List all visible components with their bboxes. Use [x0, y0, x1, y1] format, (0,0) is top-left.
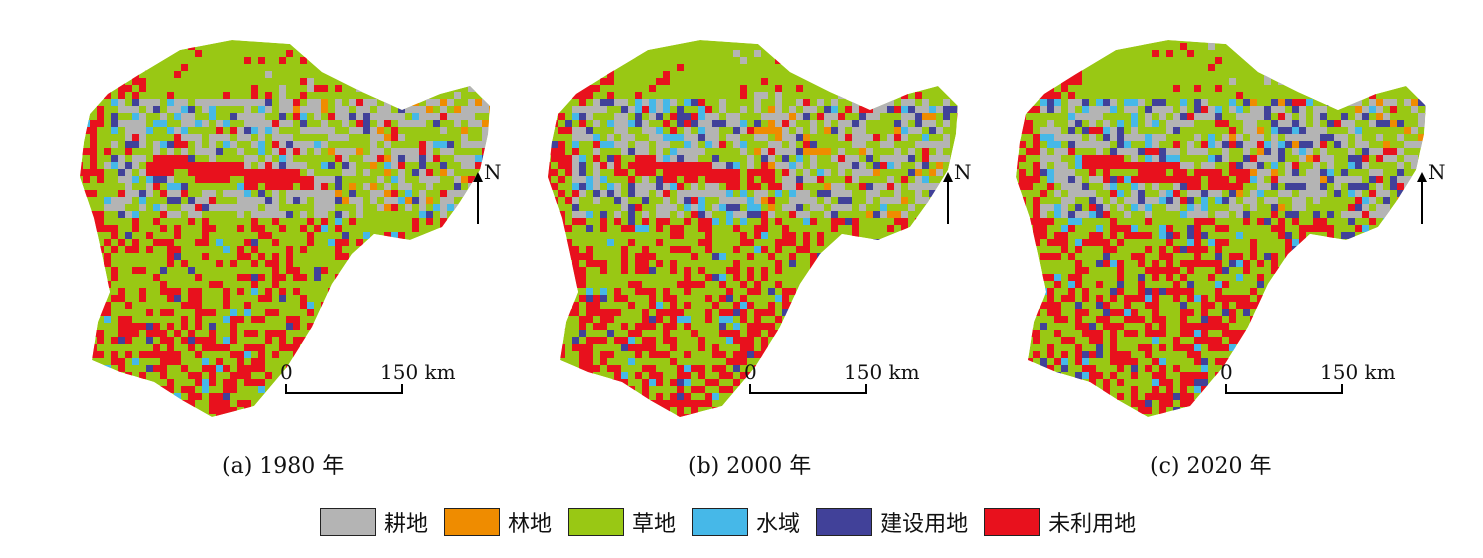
scale-end-label: 150 km: [844, 360, 920, 384]
land-use-map-2000: [548, 40, 958, 417]
legend-label: 耕地: [384, 512, 429, 537]
north-arrow: N: [1414, 160, 1454, 232]
legend-item-water: 水域: [692, 506, 800, 538]
legend-swatch: [984, 508, 1041, 536]
scale-end-label: 150 km: [1320, 360, 1396, 384]
scale-start-label: 0: [280, 360, 293, 384]
legend-swatch: [692, 508, 749, 536]
legend-item-cropland: 耕地: [320, 506, 428, 538]
north-label: N: [954, 160, 972, 184]
legend-item-grassland: 草地: [568, 506, 676, 538]
north-arrow-icon: [943, 172, 953, 224]
north-arrow: N: [470, 160, 510, 232]
legend-label: 建设用地: [880, 512, 969, 537]
legend-item-forest: 林地: [444, 506, 552, 538]
legend-label: 水域: [756, 512, 801, 537]
scale-start-label: 0: [744, 360, 757, 384]
scale-start-label: 0: [1220, 360, 1233, 384]
north-label: N: [484, 160, 502, 184]
map-panel-1980: N 0 150 km: [62, 22, 530, 427]
north-arrow: N: [940, 160, 980, 232]
legend-swatch: [320, 508, 376, 536]
map-panel-2020: N 0 150 km: [998, 22, 1466, 427]
scale-line: [285, 384, 403, 394]
scale-bar: 0 150 km: [744, 360, 934, 400]
north-label: N: [1428, 160, 1446, 184]
scale-line: [1225, 384, 1343, 394]
land-use-map-1980: [80, 40, 490, 417]
legend: 耕地 林地 草地 水域 建设用地 未利用地: [320, 504, 1152, 540]
legend-item-unused: 未利用地: [984, 506, 1136, 538]
scale-line: [749, 384, 867, 394]
scale-bar: 0 150 km: [280, 360, 470, 400]
land-use-map-2020: [1016, 40, 1426, 417]
north-arrow-icon: [1417, 172, 1427, 224]
legend-swatch: [444, 508, 501, 536]
caption-2000: (b) 2000 年: [688, 454, 812, 479]
caption-2020: (c) 2020 年: [1150, 454, 1272, 479]
scale-bar: 0 150 km: [1220, 360, 1410, 400]
legend-label: 未利用地: [1048, 512, 1137, 537]
map-panel-2000: N 0 150 km: [530, 22, 998, 427]
north-arrow-icon: [473, 172, 483, 224]
caption-1980: (a) 1980 年: [222, 454, 345, 479]
legend-item-built: 建设用地: [816, 506, 968, 538]
legend-label: 草地: [632, 512, 677, 537]
legend-swatch: [816, 508, 873, 536]
scale-end-label: 150 km: [380, 360, 456, 384]
legend-swatch: [568, 508, 625, 536]
legend-label: 林地: [508, 512, 553, 537]
